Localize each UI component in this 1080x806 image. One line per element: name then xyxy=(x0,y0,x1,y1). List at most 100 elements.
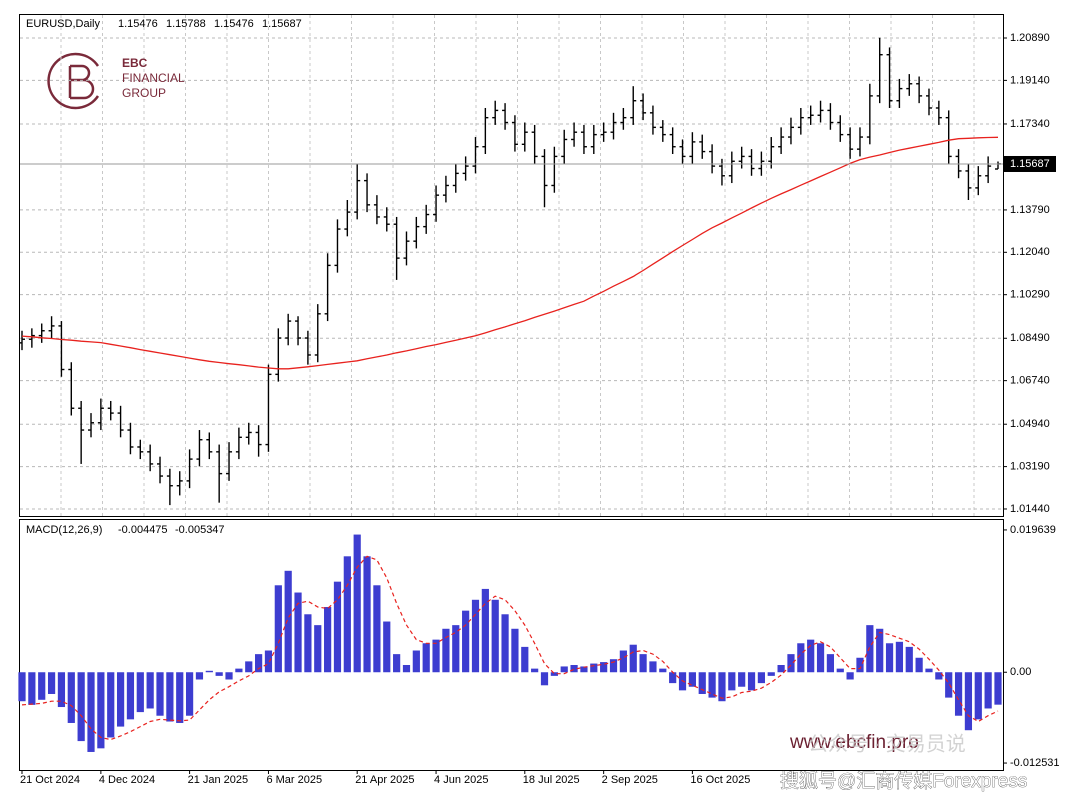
y-tick-label: 0.019639 xyxy=(1010,524,1056,536)
macd-bar xyxy=(728,672,736,691)
macd-bar xyxy=(521,646,529,673)
macd-bar xyxy=(87,672,95,752)
watermark: 公众号 · 交易员说 xyxy=(808,732,966,755)
moving-average xyxy=(21,136,999,370)
macd-bar xyxy=(97,672,105,749)
macd-bar xyxy=(156,672,164,716)
macd-bar xyxy=(264,650,273,673)
macd-bar xyxy=(629,644,637,673)
macd-bar xyxy=(954,672,963,716)
macd-bar xyxy=(807,639,815,673)
macd-bar xyxy=(363,556,371,673)
macd-bar xyxy=(166,672,174,722)
macd-bar xyxy=(57,672,66,708)
y-tick-label: 1.13790 xyxy=(1010,204,1050,216)
macd-bar xyxy=(885,643,894,673)
macd-bar xyxy=(383,621,391,673)
macd-bar xyxy=(659,668,667,673)
y-tick-label: 1.01440 xyxy=(1010,503,1050,515)
macd-bar xyxy=(353,534,361,673)
macd-bar xyxy=(550,672,558,676)
macd-bar xyxy=(600,662,608,673)
macd-bar xyxy=(255,654,263,673)
macd-bar xyxy=(964,672,973,731)
y-tick-label: 1.19140 xyxy=(1010,74,1050,86)
y-tick-label: 1.20890 xyxy=(1010,32,1050,44)
macd-bar xyxy=(462,610,470,673)
header-value: 1.15687 xyxy=(262,18,302,30)
macd-bar xyxy=(767,672,775,676)
macd-bar xyxy=(836,668,844,673)
logo-letters xyxy=(68,64,95,100)
macd-bar xyxy=(116,672,125,727)
macd-bar xyxy=(718,672,726,702)
header-value: 1.15476 xyxy=(214,18,254,30)
macd-bar xyxy=(738,672,746,687)
macd-bar xyxy=(373,585,381,673)
macd-bar xyxy=(856,657,864,673)
macd-bar xyxy=(225,672,233,680)
macd-bar xyxy=(777,665,785,673)
macd-bar xyxy=(432,639,440,673)
macd-bar xyxy=(215,672,223,676)
header-value: 1.15788 xyxy=(166,18,206,30)
macd-bar xyxy=(866,625,874,673)
macd-bar xyxy=(412,650,420,673)
x-tick-label: 21 Jan 2025 xyxy=(188,774,249,786)
macd-bar xyxy=(570,665,578,673)
y-tick-label: -0.012531 xyxy=(1010,757,1060,769)
macd-bar xyxy=(107,672,115,738)
macd-bar xyxy=(422,643,430,673)
macd-bar xyxy=(481,588,489,673)
macd-bar xyxy=(669,672,677,684)
y-tick-label: 1.06740 xyxy=(1010,375,1050,387)
last-price-box xyxy=(1004,155,1056,172)
macd-bar xyxy=(816,643,825,673)
macd-bar xyxy=(126,672,135,720)
macd-bar xyxy=(333,581,342,673)
macd-bar xyxy=(757,672,765,684)
macd-bar xyxy=(945,672,953,698)
macd-bar xyxy=(28,672,36,705)
macd-bar xyxy=(787,654,795,673)
watermark: www.ebcfin.pro xyxy=(789,732,919,753)
macd-bar xyxy=(245,661,253,673)
macd-bar xyxy=(797,643,805,673)
x-tick-label: 16 Oct 2025 xyxy=(690,774,750,786)
macd-bar xyxy=(402,665,411,673)
macd-bar xyxy=(511,628,519,673)
macd-bar xyxy=(501,614,509,673)
x-tick-label: 21 Apr 2025 xyxy=(355,774,414,786)
chart-title: EURUSD,Daily xyxy=(26,18,100,30)
logo xyxy=(47,52,100,110)
macd-bar xyxy=(314,625,322,673)
macd-bar xyxy=(452,625,460,673)
x-tick-label: 4 Jun 2025 xyxy=(434,774,488,786)
macd-bar xyxy=(235,668,243,673)
macd-bar xyxy=(747,672,756,691)
macd-bar xyxy=(38,672,46,700)
x-tick-label: 2 Sep 2025 xyxy=(602,774,658,786)
macd-bar xyxy=(580,666,588,673)
macd-bar xyxy=(471,599,480,673)
macd-bar xyxy=(77,672,85,742)
macd-bar xyxy=(324,607,332,673)
indicator-value: -0.005347 xyxy=(175,524,225,536)
y-tick-label: 1.04940 xyxy=(1010,418,1050,430)
macd-bar xyxy=(540,672,549,686)
macd-bar xyxy=(876,628,884,673)
macd-bar xyxy=(915,657,923,673)
macd-bar xyxy=(304,614,312,673)
macd-bar xyxy=(343,556,351,673)
y-tick-label: 1.08490 xyxy=(1010,332,1050,344)
macd-bar xyxy=(491,599,499,673)
macd-bar xyxy=(294,592,302,673)
macd-bar xyxy=(18,672,26,702)
macd-bar xyxy=(47,672,56,694)
signal-line xyxy=(21,555,999,741)
macd-bar xyxy=(974,672,982,720)
logo-text: EBC xyxy=(122,56,148,70)
macd-bar xyxy=(274,585,282,673)
macd-bar xyxy=(205,670,213,673)
